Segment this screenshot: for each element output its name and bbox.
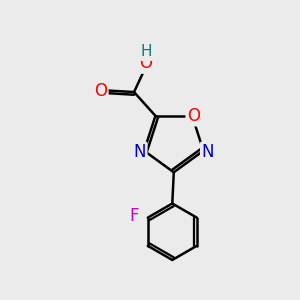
Text: F: F bbox=[130, 207, 139, 225]
Text: N: N bbox=[134, 143, 146, 161]
Text: O: O bbox=[94, 82, 107, 100]
Text: O: O bbox=[187, 107, 200, 125]
Text: O: O bbox=[140, 54, 152, 72]
Text: H: H bbox=[140, 44, 152, 59]
Text: N: N bbox=[202, 143, 214, 161]
